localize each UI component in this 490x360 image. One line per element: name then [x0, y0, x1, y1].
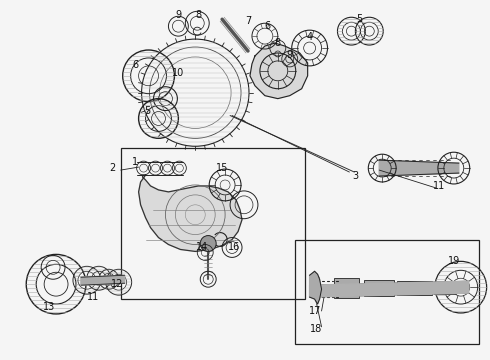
Text: 17: 17 [309, 306, 322, 316]
Text: 1: 1 [132, 157, 138, 167]
Polygon shape [379, 160, 459, 176]
Text: 16: 16 [228, 243, 240, 252]
Text: 9: 9 [175, 10, 181, 20]
Text: 15: 15 [216, 163, 228, 173]
Text: 11: 11 [87, 292, 99, 302]
Bar [294, 239, 479, 344]
Text: 8: 8 [195, 10, 201, 20]
Text: 2: 2 [110, 163, 116, 173]
Circle shape [200, 235, 216, 251]
Text: 5: 5 [145, 105, 151, 116]
Text: 3: 3 [352, 171, 358, 181]
Bar [365, 280, 394, 296]
Bar [121, 148, 305, 299]
Bar [397, 281, 432, 295]
Text: 18: 18 [310, 324, 322, 334]
Bar [434, 282, 456, 294]
Bar [335, 278, 359, 298]
Text: 19: 19 [448, 256, 460, 266]
Text: 12: 12 [111, 279, 123, 289]
Text: 5: 5 [356, 14, 363, 24]
Text: 14: 14 [196, 243, 208, 252]
Text: 7: 7 [245, 16, 251, 26]
Polygon shape [250, 43, 308, 99]
Polygon shape [81, 275, 124, 285]
Text: 6: 6 [133, 60, 139, 70]
Text: 4: 4 [307, 32, 313, 42]
Polygon shape [310, 271, 321, 304]
Polygon shape [139, 175, 242, 251]
Text: 9: 9 [287, 50, 293, 60]
Text: 6: 6 [265, 21, 271, 31]
Polygon shape [310, 281, 469, 297]
Text: 11: 11 [433, 181, 445, 191]
Text: 10: 10 [172, 68, 185, 78]
Text: 8: 8 [275, 38, 281, 48]
Text: 13: 13 [43, 302, 55, 312]
